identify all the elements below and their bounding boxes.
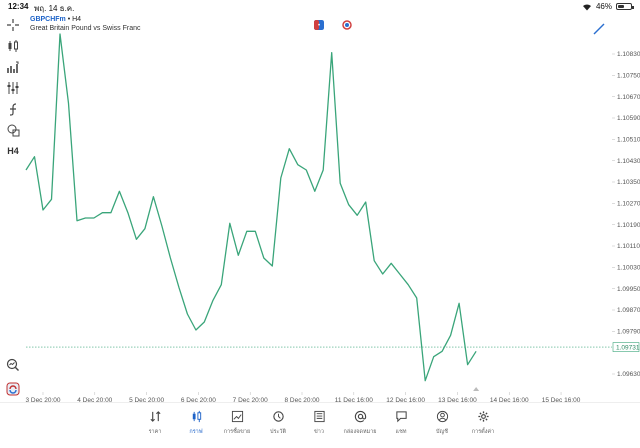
mailbox-icon (353, 409, 367, 423)
timeframe-icon[interactable]: H4 (7, 146, 19, 156)
price-tick-label: 1.10350 (617, 179, 640, 186)
nav-history-label: ประวัติ (269, 429, 287, 435)
nav-account-label: บัญชี (436, 429, 448, 435)
nav-trade[interactable]: การซื้อขาย (217, 409, 257, 436)
nav-chart-label: กราฟ (189, 429, 203, 435)
price-tick-label: 1.10190 (617, 222, 640, 229)
price-tick-label: 1.10590 (617, 115, 640, 122)
nav-chart[interactable]: กราฟ (176, 409, 216, 436)
symbol-name[interactable]: GBPCHFm (30, 16, 66, 23)
account-icon (435, 409, 449, 423)
chat-icon (394, 409, 408, 423)
current-price-label: 1.09731 (612, 342, 640, 352)
price-tick-label: 1.10110 (617, 243, 640, 250)
chart-icon (189, 409, 203, 423)
nav-settings[interactable]: การตั้งค่า (463, 409, 503, 436)
price-series-line (25, 33, 477, 382)
current-price-text: 1.09731 (616, 344, 640, 351)
bottom-navigation: ราคา กราฟ การซื้อขาย ประวัติ ข่าว กล่องจ… (0, 402, 640, 448)
status-right: 46% (582, 2, 634, 11)
symbol-description: Great Britain Pound vs Swiss Franc (30, 25, 141, 32)
nav-chat[interactable]: แชท (381, 409, 421, 436)
chart-shift-marker (473, 387, 480, 391)
battery-percent: 46% (595, 2, 612, 11)
price-tick-label: 1.10670 (617, 94, 640, 101)
function-icon[interactable] (4, 100, 22, 118)
nav-settings-label: การตั้งค่า (471, 429, 495, 435)
price-tick-label: 1.09790 (617, 329, 640, 336)
signal-icon[interactable] (342, 20, 352, 30)
price-tick-label: 1.10750 (617, 73, 640, 80)
nav-news[interactable]: ข่าว (299, 409, 339, 436)
price-tick-label: 1.10830 (617, 51, 640, 58)
header-separator: • (65, 16, 73, 23)
price-tick-label: 1.10510 (617, 137, 640, 144)
trade-icon (230, 409, 244, 423)
nav-news-label: ข่าว (314, 429, 324, 435)
nav-mailbox-label: กล่องจดหมาย (343, 429, 377, 435)
quotes-icon (148, 409, 162, 423)
nav-mailbox[interactable]: กล่องจดหมาย (340, 409, 380, 436)
chart-header: GBPCHFm • H4 Great Britain Pound vs Swis… (30, 15, 141, 33)
objects-icon[interactable] (4, 121, 22, 139)
status-bar: 12:34 พฤ. 14 ธ.ค. 46% (0, 0, 640, 14)
price-tick-label: 1.10030 (617, 265, 640, 272)
svg-text:•: • (318, 23, 320, 29)
nav-trade-label: การซื้อขาย (223, 429, 251, 435)
history-icon (271, 409, 285, 423)
price-tick-label: 1.10430 (617, 158, 640, 165)
news-icon (312, 409, 326, 423)
crosshair-icon[interactable] (4, 16, 22, 34)
price-tick-label: 1.09950 (617, 286, 640, 293)
one-click-trading-icon[interactable]: • (314, 20, 324, 30)
nav-chat-label: แชท (395, 429, 407, 435)
price-axis: 1.10830 1.10750 1.10670 1.10590 1.10510 1.104… (612, 51, 640, 378)
nav-history[interactable]: ประวัติ (258, 409, 298, 436)
wifi-icon (582, 3, 591, 11)
indicators-icon[interactable] (4, 79, 22, 97)
candlestick-icon[interactable] (4, 37, 22, 55)
price-tick-label: 1.09870 (617, 307, 640, 314)
battery-icon (616, 3, 634, 10)
logo-icon[interactable] (4, 380, 22, 398)
nav-quotes-label: ราคา (148, 429, 162, 435)
status-time: 12:34 (8, 2, 29, 11)
price-tick-label: 1.10270 (617, 201, 640, 208)
nav-quotes[interactable]: ราคา (135, 409, 175, 436)
left-toolbar: H4 (0, 14, 26, 402)
zoom-icon[interactable] (4, 356, 22, 374)
price-tick-label: 1.09630 (617, 371, 640, 378)
settings-icon (476, 409, 490, 423)
header-timeframe: H4 (72, 16, 82, 23)
bar-chart-icon[interactable] (4, 58, 22, 76)
drawing-pencil-icon[interactable] (592, 22, 606, 36)
status-date: พฤ. 14 ธ.ค. (34, 4, 75, 13)
nav-account[interactable]: บัญชี (422, 409, 462, 436)
header-icons: • (314, 20, 352, 30)
